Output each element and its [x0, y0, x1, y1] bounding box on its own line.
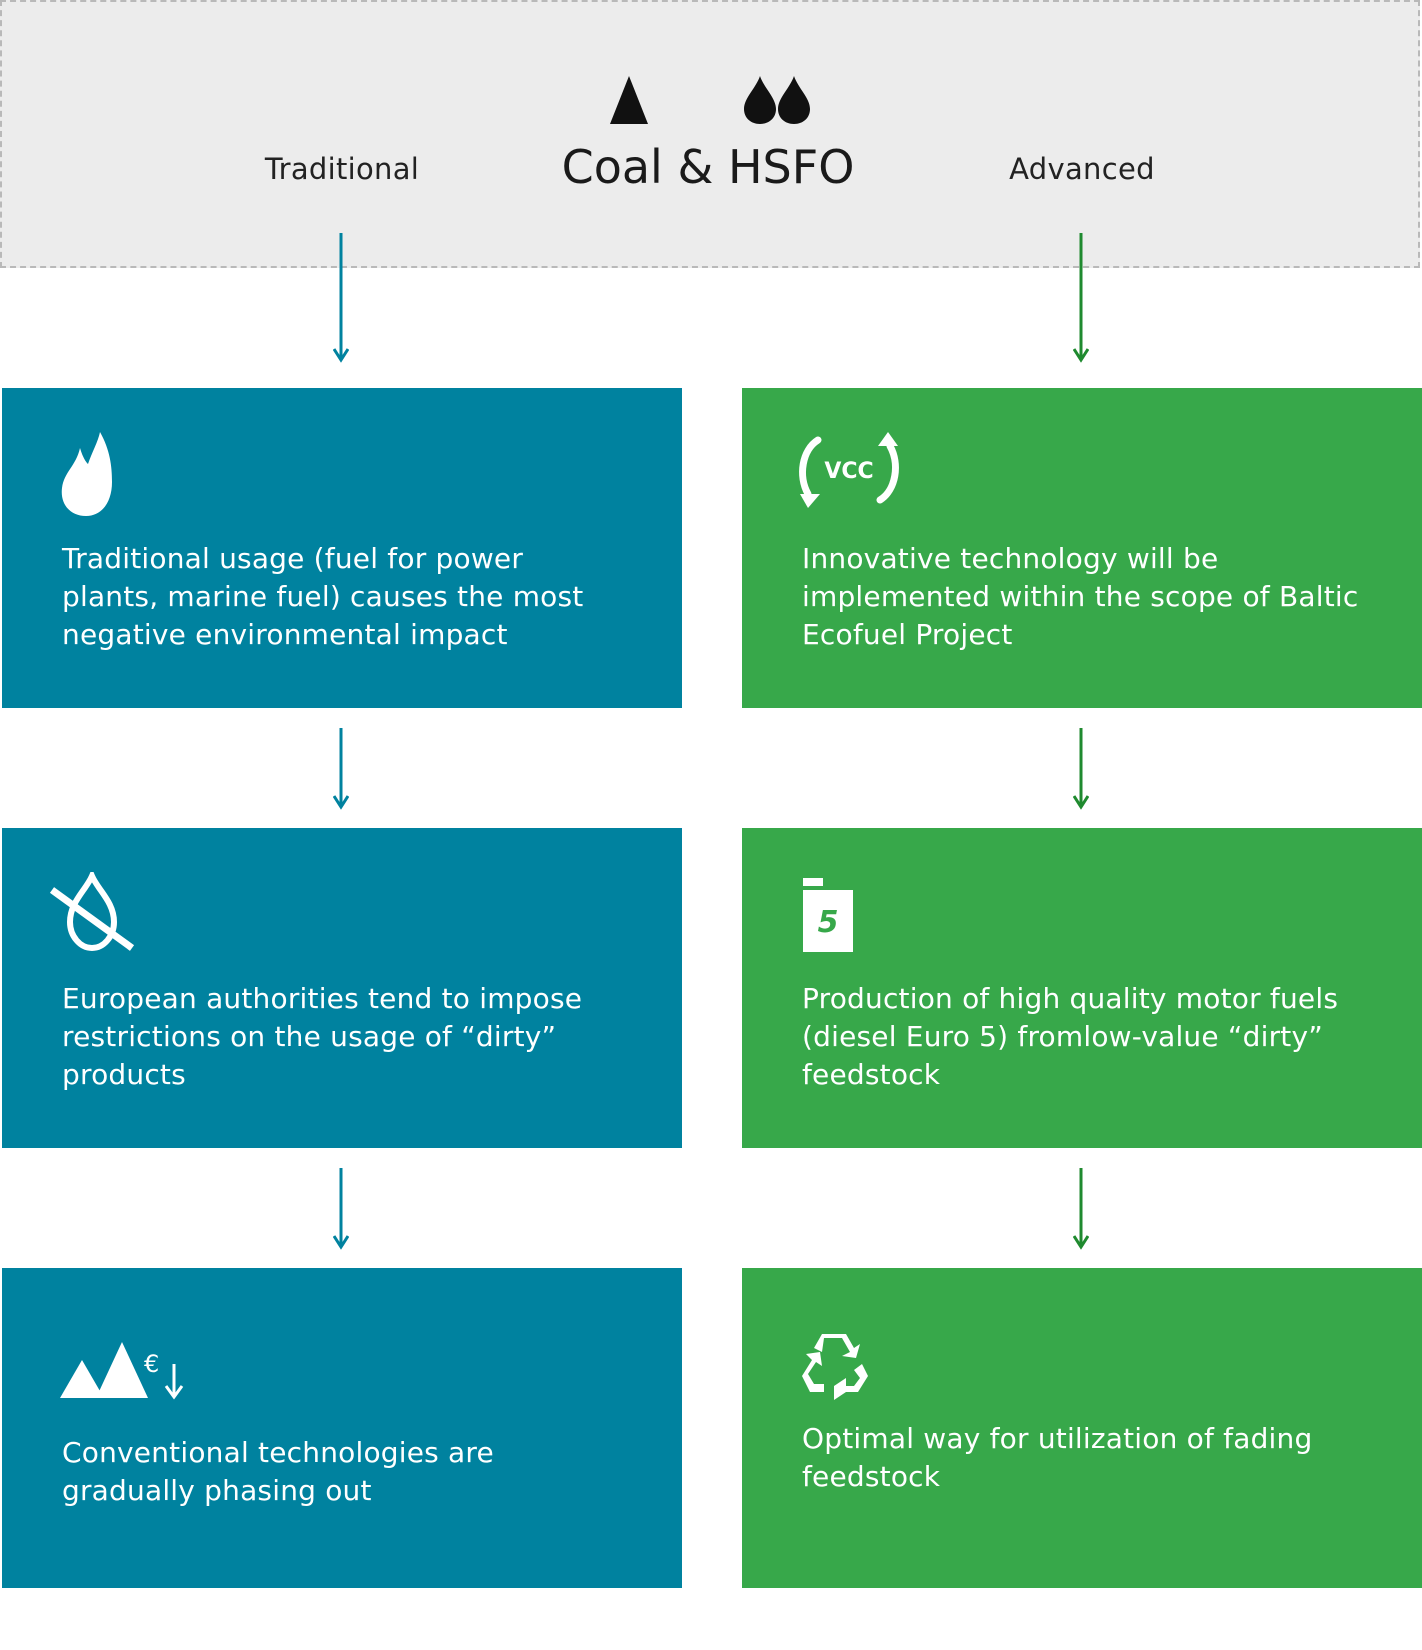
svg-text:5: 5: [818, 905, 839, 940]
arrow-down-icon: [1073, 728, 1089, 810]
traditional-step-1: Traditional usage (fuel for power plants…: [2, 388, 682, 708]
no-oil-drop-icon: [50, 872, 134, 952]
arrow-down-icon: [333, 728, 349, 810]
traditional-step-1-text: Traditional usage (fuel for power plants…: [62, 542, 584, 651]
coal-triangle-icon: [610, 76, 648, 124]
arrow-down-icon: [333, 233, 349, 363]
source-header: Traditional Coal & HSFO Advanced: [0, 0, 1420, 268]
traditional-step-3-text: Conventional technologies are gradually …: [62, 1436, 494, 1507]
advanced-step-1-text: Innovative technology will be implemente…: [802, 542, 1359, 651]
recycle-icon: [802, 1334, 868, 1400]
arrow-down-icon: [333, 1168, 349, 1250]
traditional-step-3: € Conventional technologies are graduall…: [2, 1268, 682, 1588]
advanced-label: Advanced: [1009, 152, 1155, 186]
traditional-step-2: European authorities tend to impose rest…: [2, 828, 682, 1148]
advanced-step-3: Optimal way for utilization of fading fe…: [742, 1268, 1422, 1588]
oil-drops-icon: [744, 76, 810, 124]
declining-price-icon: €: [60, 1342, 184, 1400]
vcc-cycle-icon: VCC: [799, 432, 899, 508]
advanced-step-2-text: Production of high quality motor fuels (…: [802, 982, 1339, 1091]
arrow-down-icon: [1073, 1168, 1089, 1250]
arrow-down-icon: [1073, 233, 1089, 363]
advanced-step-2: 5 Production of high quality motor fuels…: [742, 828, 1422, 1148]
svg-text:€: €: [144, 1350, 159, 1378]
traditional-label: Traditional: [264, 152, 420, 186]
euro5-canister-icon: 5: [803, 878, 853, 952]
advanced-step-1: VCC Innovative technology will be implem…: [742, 388, 1422, 708]
header-title: Coal & HSFO: [561, 140, 855, 194]
flame-icon: [61, 432, 112, 516]
advanced-step-3-text: Optimal way for utilization of fading fe…: [802, 1422, 1313, 1493]
traditional-step-2-text: European authorities tend to impose rest…: [62, 982, 583, 1091]
svg-text:VCC: VCC: [824, 459, 873, 484]
